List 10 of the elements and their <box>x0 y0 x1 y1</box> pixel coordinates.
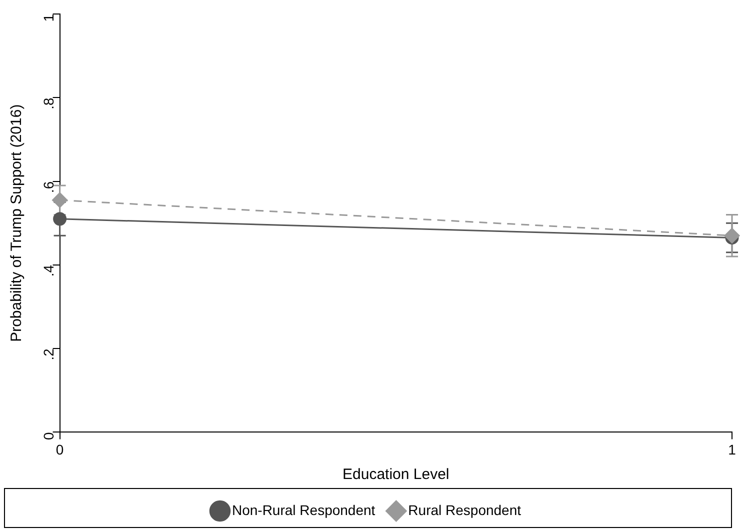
legend-label: Non-Rural Respondent <box>232 502 376 518</box>
legend-label: Rural Respondent <box>408 502 522 518</box>
y-axis-title: Probability of Trump Support (2016) <box>8 104 26 342</box>
x-axis-title: Education Level <box>342 466 450 484</box>
y-tick-label: .8 <box>40 97 57 110</box>
y-tick-label: .4 <box>40 264 57 277</box>
y-tick-label: .6 <box>40 181 57 193</box>
y-tick-label: 0 <box>40 432 57 440</box>
y-tick-label: .2 <box>40 348 57 360</box>
y-tick-label: 1 <box>40 14 57 22</box>
